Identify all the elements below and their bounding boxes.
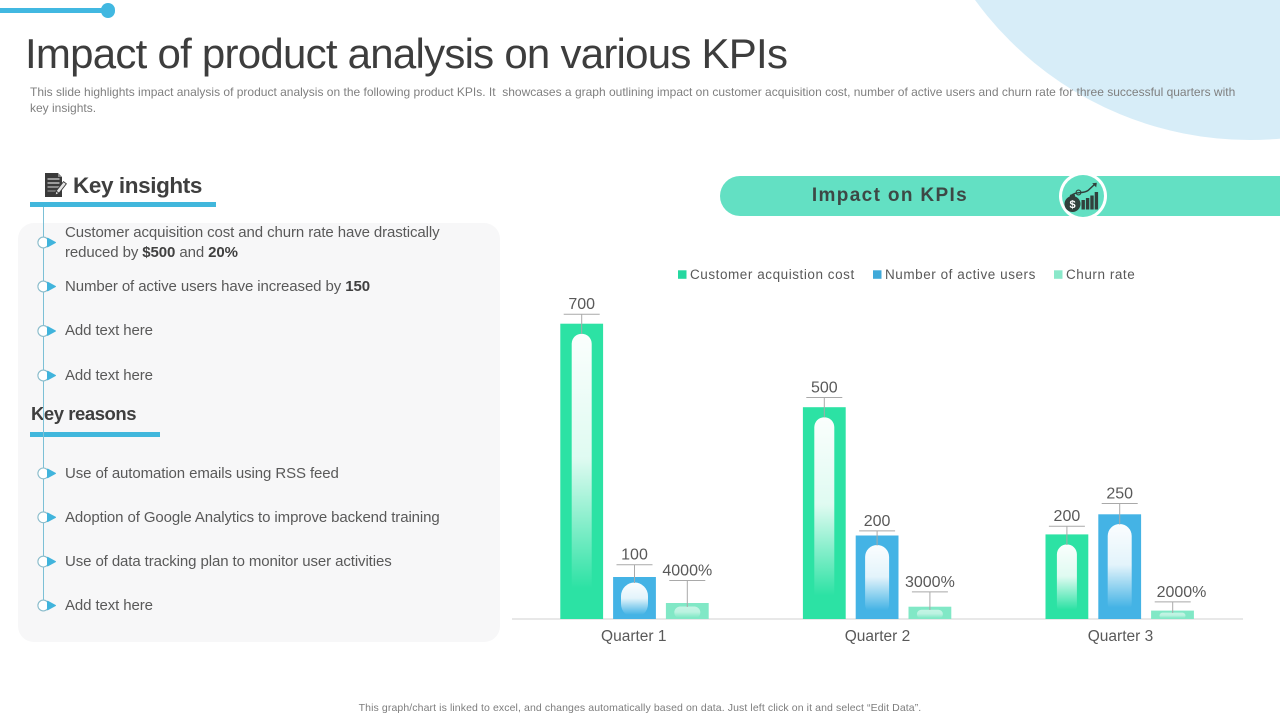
- svg-text:Quarter 3: Quarter 3: [1088, 628, 1153, 645]
- svg-text:Number of active users: Number of active users: [885, 267, 1036, 282]
- svg-text:250: 250: [1106, 486, 1133, 503]
- svg-text:100: 100: [621, 547, 648, 564]
- svg-text:3000%: 3000%: [905, 574, 955, 591]
- svg-text:4000%: 4000%: [662, 563, 712, 580]
- svg-text:Quarter 1: Quarter 1: [601, 628, 666, 645]
- svg-text:700: 700: [568, 296, 595, 313]
- svg-text:2000%: 2000%: [1157, 584, 1207, 601]
- svg-text:200: 200: [1054, 508, 1081, 525]
- svg-text:500: 500: [811, 380, 838, 397]
- svg-text:Customer acquistion cost: Customer acquistion cost: [690, 267, 855, 282]
- svg-text:$: $: [1069, 199, 1075, 211]
- svg-text:Quarter 2: Quarter 2: [845, 628, 910, 645]
- svg-text:200: 200: [864, 513, 891, 530]
- svg-text:Churn rate: Churn rate: [1066, 267, 1135, 282]
